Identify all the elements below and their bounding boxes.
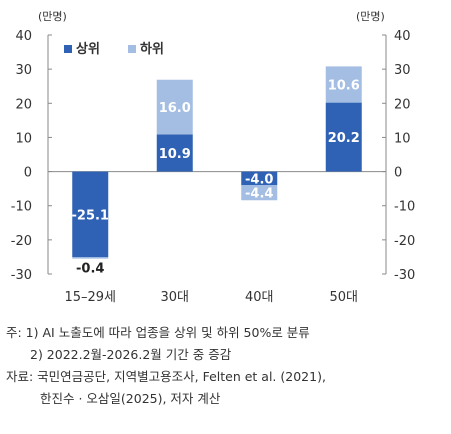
legend-label: 하위	[140, 41, 164, 57]
left-unit-label: (만명)	[38, 10, 67, 23]
left-tick-label: 10	[15, 131, 32, 146]
right-unit-label: (만명)	[356, 10, 385, 23]
right-tick-label: 40	[394, 29, 411, 44]
note-line-1: 주: 1) AI 노출도에 따라 업종을 상위 및 하위 50%로 분류	[6, 325, 310, 340]
left-tick-label: 30	[15, 63, 32, 78]
axes: 40 40 30 30 20 20 10 10 0 0 -10 -10 -20 -20 -30 -30	[11, 29, 415, 283]
bar-상위	[241, 171, 278, 186]
left-tick-label: -10	[11, 200, 32, 215]
bar-하위	[156, 79, 193, 135]
category-label: 40대	[245, 290, 274, 305]
right-tick-label: 20	[394, 97, 411, 112]
note-line-2: 2) 2022.2월-2026.2월 기간 중 증감	[30, 347, 232, 362]
bar-하위	[241, 185, 278, 201]
legend-label: 상위	[76, 42, 100, 57]
left-tick-label: -20	[11, 234, 32, 249]
right-tick-label: 10	[394, 131, 411, 146]
category-label: 50대	[329, 290, 358, 305]
left-tick-label: 40	[15, 29, 32, 44]
left-tick-label: -30	[11, 268, 32, 283]
legend-swatch	[64, 45, 72, 53]
data-label: 20.2	[328, 131, 360, 146]
source-line-2: 한진수 · 오삼일(2025), 저자 계산	[40, 391, 221, 406]
data-label: -4.0	[245, 172, 273, 187]
source-line-1: 자료: 국민연금공단, 지역별고용조사, Felten et al. (2021…	[6, 369, 326, 384]
right-tick-label: -20	[394, 234, 415, 249]
bar-상위	[156, 134, 193, 172]
bar-하위	[72, 257, 109, 259]
footnotes: 주: 1) AI 노출도에 따라 업종을 상위 및 하위 50%로 분류 2) …	[6, 322, 326, 410]
right-tick-label: -10	[394, 200, 415, 215]
category-label: 30대	[160, 290, 189, 305]
bar-상위	[72, 171, 109, 258]
right-tick-label: 30	[394, 63, 411, 78]
left-tick-label: 20	[15, 97, 32, 112]
left-tick-label: 0	[24, 166, 32, 181]
right-tick-label: -30	[394, 268, 415, 283]
bars: -25.1 -0.4 15–29세 10.9 16.0 30대 -4.0-4.4 40대 20.…	[64, 66, 362, 305]
data-label: 10.9	[159, 147, 191, 162]
bar-하위	[325, 66, 362, 103]
data-label: 10.6	[328, 79, 360, 94]
bar-상위	[325, 102, 362, 172]
data-label: -0.4	[76, 262, 104, 277]
legend: 상위 하위	[64, 41, 164, 57]
data-label: 16.0	[159, 101, 191, 116]
right-tick-label: 0	[394, 166, 402, 181]
category-label: 15–29세	[64, 290, 116, 305]
bar-chart: (만명) (만명) 40 40 30 30 20 20 10 10 0 0 -10 -10 -20 -20…	[11, 10, 415, 305]
legend-swatch	[128, 45, 136, 53]
data-label: -25.1	[72, 208, 109, 223]
data-label: -4.4	[245, 187, 273, 202]
